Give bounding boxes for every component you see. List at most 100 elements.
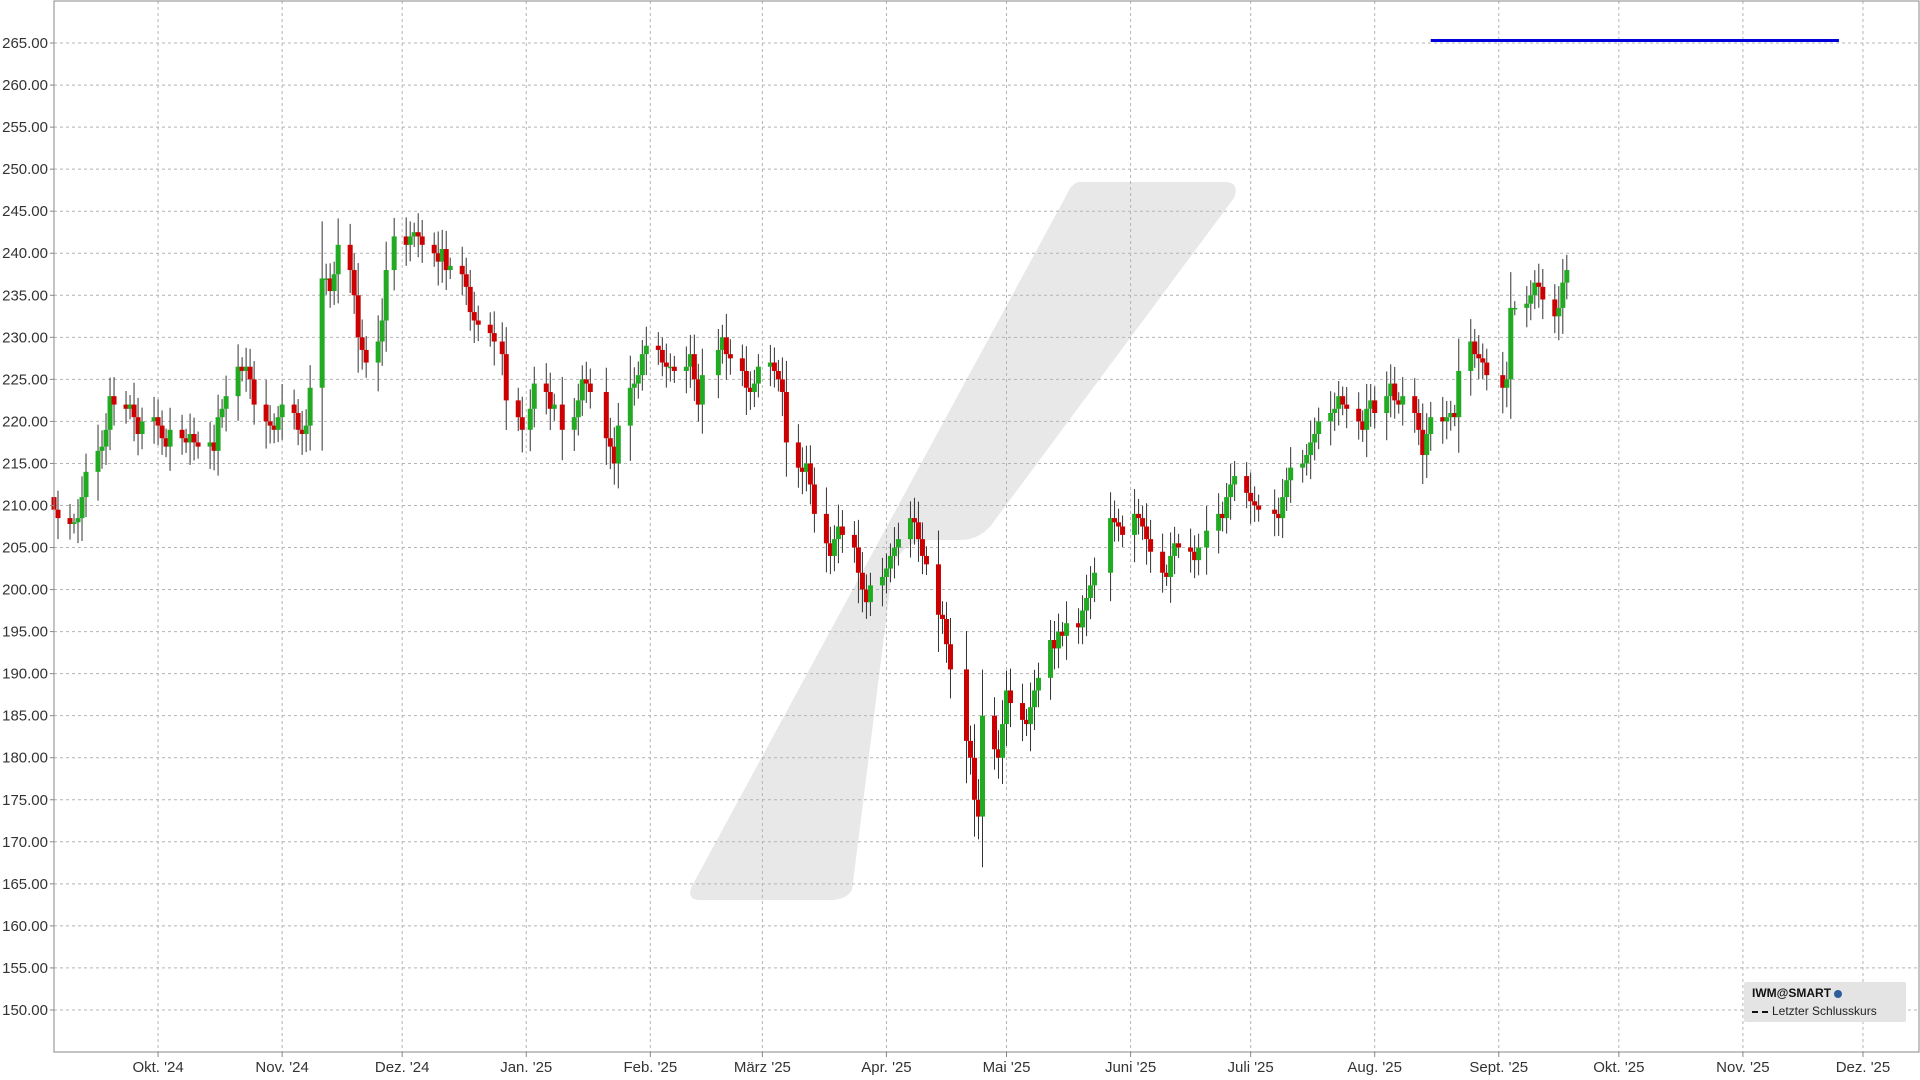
candle-body: [1036, 677, 1042, 691]
candle-body: [55, 509, 61, 519]
candle: [1500, 351, 1506, 414]
legend-entry-label: Letzter Schlusskurs: [1772, 1004, 1877, 1018]
candle-body: [1368, 400, 1374, 409]
candle-body: [779, 379, 785, 392]
candle: [795, 424, 801, 488]
candle: [1108, 492, 1114, 602]
candle-body: [235, 366, 241, 397]
watermark-slash: [690, 182, 1236, 900]
candle-body: [895, 539, 901, 548]
candle-body: [1144, 526, 1150, 540]
candle: [831, 525, 837, 572]
candle-body: [443, 249, 449, 271]
candle: [403, 217, 409, 266]
candle-body: [659, 349, 665, 363]
y-tick-label: 250.00: [2, 161, 48, 178]
candle-body: [1364, 408, 1370, 430]
candle: [992, 697, 998, 770]
candle-body: [992, 715, 998, 750]
candle-body: [391, 236, 397, 271]
candle-body: [919, 539, 925, 556]
candle: [527, 389, 533, 452]
candle: [111, 377, 117, 426]
candle: [855, 519, 861, 604]
candle-body: [1420, 429, 1426, 456]
candle: [1476, 335, 1482, 380]
candle: [1048, 620, 1054, 700]
candle: [55, 490, 61, 540]
candle-body: [1020, 703, 1026, 720]
candle: [1504, 361, 1510, 408]
candle-body: [1064, 623, 1070, 636]
x-tick-label: Dez. '25: [1836, 1059, 1891, 1076]
candle: [1512, 301, 1518, 316]
candle: [1456, 338, 1462, 453]
candle: [967, 725, 973, 775]
candle-body: [583, 379, 589, 384]
candle: [891, 527, 897, 579]
candle-body: [1500, 375, 1506, 388]
candle-body: [347, 244, 353, 271]
candle-body: [907, 518, 913, 540]
candle-body: [1304, 455, 1310, 464]
candle-body: [1416, 412, 1422, 430]
candle-body: [215, 417, 221, 451]
candle: [1508, 272, 1514, 419]
candle: [1060, 622, 1066, 647]
candle: [323, 263, 329, 295]
candle-body: [935, 564, 941, 615]
candle-body: [419, 236, 425, 245]
candle: [543, 363, 549, 415]
candle: [475, 305, 481, 342]
candle: [335, 218, 341, 304]
candle: [1188, 528, 1194, 573]
candle: [271, 413, 277, 444]
candle: [579, 365, 585, 416]
candle-body: [879, 576, 885, 586]
candle-body: [163, 438, 169, 447]
candle-body: [1116, 522, 1122, 527]
y-tick-label: 150.00: [2, 1002, 48, 1019]
candle-body: [799, 467, 805, 472]
candle: [195, 431, 201, 459]
candle: [363, 336, 369, 378]
candle: [99, 430, 105, 469]
candle: [887, 543, 893, 583]
candle-body: [475, 320, 481, 325]
candle-body: [811, 484, 817, 514]
candle: [1328, 391, 1334, 446]
candle-body: [1512, 307, 1518, 310]
candle-body: [807, 463, 813, 485]
candle: [1304, 444, 1310, 476]
candle: [755, 354, 761, 398]
candle-body: [575, 400, 581, 418]
candle: [135, 397, 141, 456]
candle: [883, 553, 889, 594]
legend-box: IWM@SMART Letzter Schlusskurs: [1744, 982, 1906, 1022]
candle-body: [491, 333, 497, 342]
candle-body: [1004, 690, 1010, 725]
candle: [243, 347, 249, 392]
candle-body: [71, 522, 77, 524]
candle-body: [1188, 547, 1194, 552]
candle: [1472, 329, 1478, 368]
candle: [971, 724, 977, 837]
candle: [639, 340, 645, 391]
dashed-line-icon: [1752, 1010, 1768, 1013]
candle-body: [1552, 299, 1558, 317]
candle: [487, 312, 493, 347]
candle: [103, 413, 109, 465]
candle-body: [403, 236, 409, 245]
candle-body: [683, 366, 689, 371]
candle: [839, 510, 845, 553]
candle-body: [771, 362, 777, 371]
candle: [247, 348, 253, 400]
candle: [1116, 508, 1122, 542]
candle: [1452, 404, 1458, 427]
candle: [835, 504, 841, 564]
candle: [751, 369, 757, 408]
candle: [963, 630, 969, 784]
candle-body: [1132, 513, 1138, 535]
candle-body: [627, 387, 633, 426]
y-tick-label: 210.00: [2, 497, 48, 514]
